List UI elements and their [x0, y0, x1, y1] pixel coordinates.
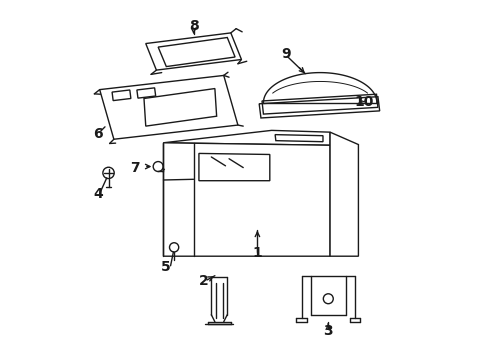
Text: 5: 5 [160, 260, 170, 274]
Polygon shape [330, 132, 358, 256]
Polygon shape [99, 76, 238, 139]
Polygon shape [164, 130, 330, 145]
Text: 10: 10 [354, 95, 373, 109]
Text: 3: 3 [323, 324, 333, 338]
Text: 1: 1 [252, 246, 262, 260]
Polygon shape [164, 143, 330, 256]
Text: 4: 4 [93, 187, 103, 201]
Text: 2: 2 [199, 274, 209, 288]
Text: 7: 7 [130, 161, 140, 175]
Text: 6: 6 [93, 127, 103, 141]
Text: 8: 8 [189, 19, 198, 33]
Polygon shape [259, 97, 380, 118]
Polygon shape [146, 33, 242, 70]
Text: 9: 9 [281, 47, 291, 61]
